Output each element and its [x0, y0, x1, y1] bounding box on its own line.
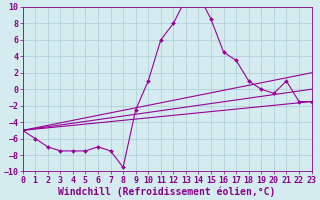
- X-axis label: Windchill (Refroidissement éolien,°C): Windchill (Refroidissement éolien,°C): [58, 186, 276, 197]
